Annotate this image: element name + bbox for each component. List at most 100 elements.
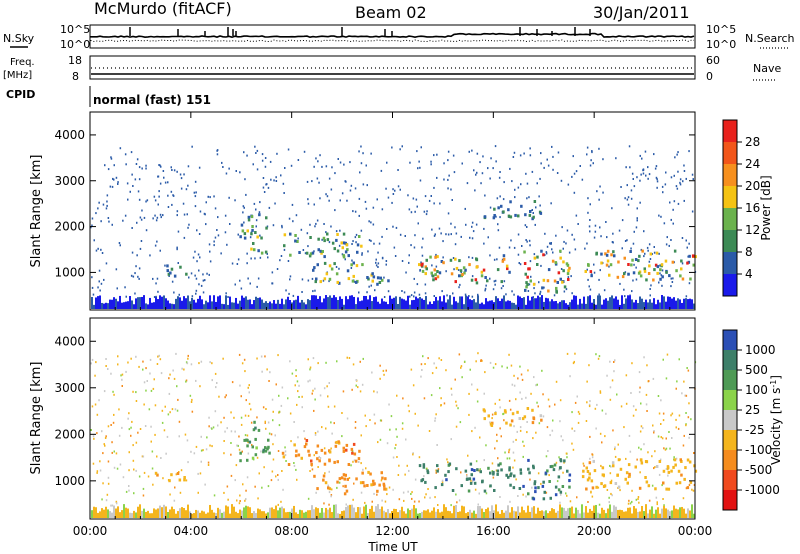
data-cell: [588, 476, 591, 480]
data-cell: [289, 275, 292, 278]
data-cell: [510, 419, 514, 423]
data-cell: [484, 287, 487, 290]
data-cell: [609, 481, 613, 485]
data-cell: [480, 359, 482, 362]
data-cell: [323, 255, 326, 259]
data-cell: [551, 299, 553, 309]
data-cell: [673, 174, 675, 177]
data-cell: [235, 297, 237, 309]
data-cell: [147, 475, 150, 478]
data-cell: [643, 356, 645, 359]
data-cell: [403, 291, 406, 294]
data-cell: [298, 384, 300, 387]
data-cell: [156, 277, 159, 280]
data-cell: [614, 359, 616, 362]
data-cell: [316, 444, 320, 448]
data-cell: [619, 467, 623, 471]
data-cell: [268, 206, 271, 209]
data-cell: [447, 461, 449, 464]
data-cell: [379, 377, 381, 380]
data-cell: [668, 244, 670, 247]
data-cell: [683, 199, 685, 202]
data-cell: [574, 352, 576, 355]
data-cell: [439, 512, 441, 518]
data-cell: [141, 209, 143, 212]
data-cell: [399, 510, 401, 518]
data-cell: [405, 438, 407, 441]
data-cell: [487, 466, 490, 470]
data-cell: [641, 505, 643, 518]
data-cell: [110, 156, 112, 159]
data-cell: [154, 404, 157, 407]
data-cell: [387, 279, 390, 283]
data-cell: [649, 299, 651, 309]
freq-panel: Freq. [MHz] 18 8 60 0 Nave: [3, 54, 781, 83]
data-cell: [350, 263, 353, 267]
data-cell: [651, 484, 654, 487]
data-cell: [549, 511, 551, 518]
data-cell: [447, 150, 450, 153]
data-cell: [492, 472, 495, 476]
data-cell: [424, 363, 426, 365]
data-cell: [461, 162, 463, 165]
data-cell: [678, 414, 681, 417]
data-cell: [479, 470, 482, 474]
data-cell: [509, 215, 513, 219]
data-cell: [373, 297, 375, 309]
data-cell: [317, 160, 319, 163]
data-cell: [93, 437, 95, 440]
data-cell: [589, 295, 591, 309]
data-cell: [370, 284, 372, 287]
data-cell: [167, 194, 169, 197]
data-cell: [137, 297, 139, 309]
data-cell: [643, 302, 645, 309]
data-cell: [593, 505, 595, 518]
data-cell: [661, 269, 664, 272]
data-cell: [588, 364, 590, 367]
data-cell: [471, 383, 473, 386]
data-cell: [303, 430, 305, 433]
data-cell: [546, 469, 549, 473]
data-cell: [123, 302, 125, 309]
data-cell: [559, 466, 562, 470]
data-cell: [280, 500, 282, 503]
data-cell: [328, 503, 330, 506]
data-cell: [587, 501, 589, 503]
data-cell: [381, 476, 384, 480]
data-cell: [228, 196, 230, 199]
data-cell: [245, 399, 247, 402]
data-cell: [505, 301, 507, 309]
data-cell: [303, 445, 307, 449]
data-cell: [471, 221, 474, 224]
data-cell: [170, 267, 174, 271]
data-cell: [528, 283, 531, 286]
data-cell: [524, 213, 527, 217]
data-cell: [199, 385, 201, 388]
data-cell: [637, 498, 639, 500]
data-cell: [383, 510, 385, 518]
data-cell: [256, 235, 259, 239]
data-cell: [460, 366, 462, 369]
data-cell: [589, 457, 591, 460]
data-cell: [136, 158, 139, 161]
data-cell: [387, 304, 389, 309]
data-cell: [496, 469, 500, 473]
data-cell: [654, 487, 657, 491]
data-cell: [287, 397, 289, 400]
data-cell: [484, 289, 486, 292]
data-cell: [358, 235, 361, 238]
data-cell: [430, 160, 432, 163]
data-cell: [567, 269, 570, 273]
data-cell: [180, 177, 183, 180]
data-cell: [186, 362, 189, 365]
data-cell: [519, 296, 521, 309]
data-cell: [354, 236, 357, 239]
data-cell: [421, 511, 423, 518]
data-cell: [562, 260, 565, 264]
data-cell: [129, 512, 131, 518]
data-cell: [613, 361, 615, 363]
data-cell: [648, 173, 651, 176]
data-cell: [571, 427, 573, 430]
data-cell: [239, 509, 241, 518]
data-cell: [613, 254, 616, 258]
